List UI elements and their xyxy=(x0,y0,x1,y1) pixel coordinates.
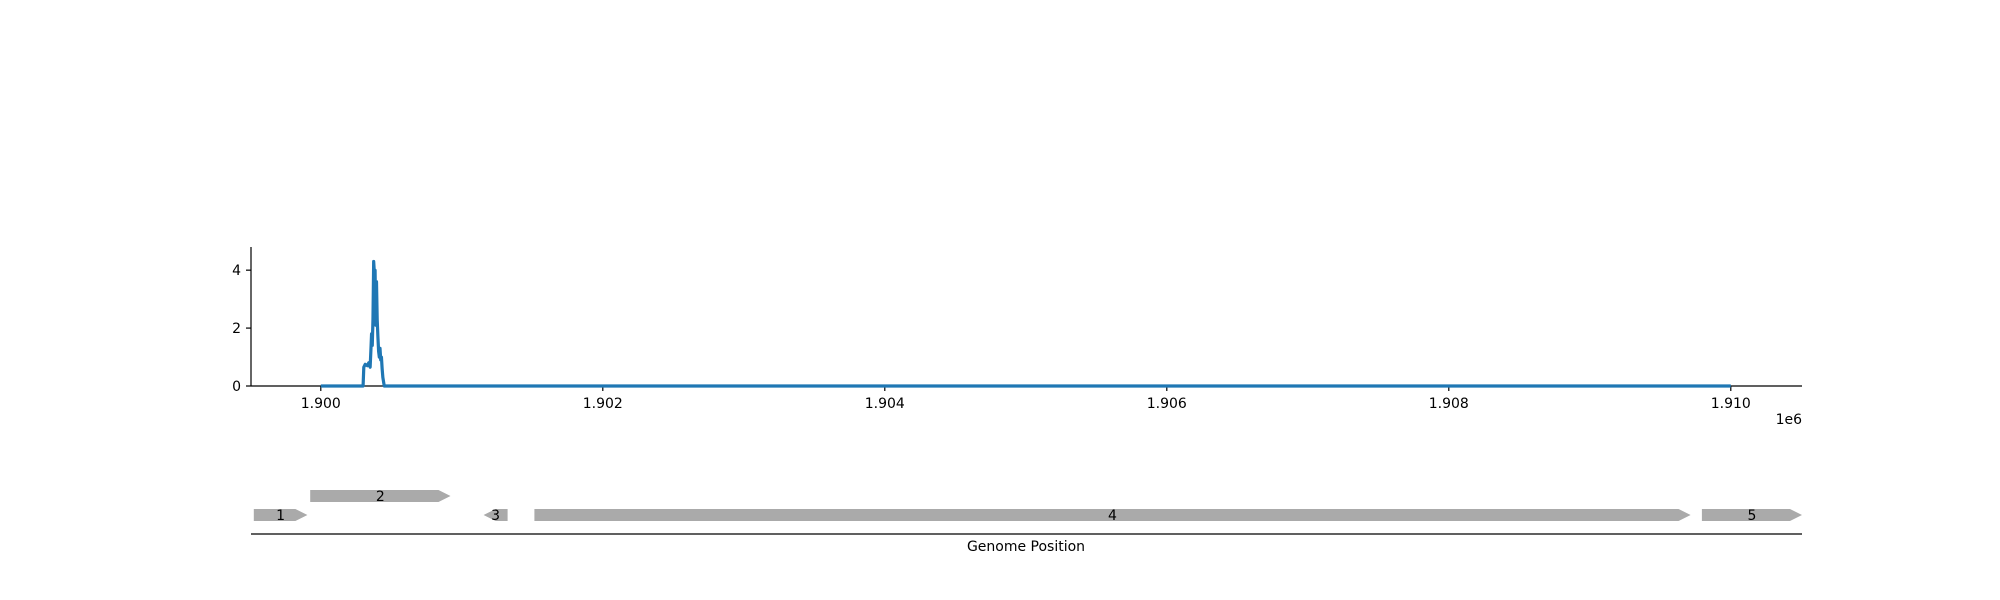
y-tick-label: 4 xyxy=(232,263,241,279)
y-ticks: 0 2 4 xyxy=(232,263,251,395)
gene-label: 1 xyxy=(276,508,285,524)
gene-label: 3 xyxy=(491,508,500,524)
gene-label: 2 xyxy=(376,489,385,505)
x-offset-label: 1e6 xyxy=(1776,412,1803,428)
gene-3: 3 xyxy=(483,508,508,524)
gene-label: 5 xyxy=(1747,508,1756,524)
x-tick-label: 1.906 xyxy=(1147,396,1187,412)
gene-1: 1 xyxy=(253,508,308,524)
x-tick-label: 1.910 xyxy=(1711,396,1751,412)
gene-list: 1 2 3 4 5 xyxy=(253,489,1802,524)
x-axis-label: Genome Position xyxy=(967,539,1085,555)
gene-arrow xyxy=(253,509,308,521)
gene-2: 2 xyxy=(310,489,451,505)
y-tick-label: 2 xyxy=(232,321,241,337)
gene-arrow xyxy=(483,509,508,521)
x-ticks: 1.900 1.902 1.904 1.906 1.908 1.910 xyxy=(301,386,1751,412)
x-tick-label: 1.908 xyxy=(1429,396,1469,412)
gene-arrow xyxy=(534,509,1691,521)
gene-track: 1 2 3 4 5 Genome Position xyxy=(251,489,1802,555)
x-tick-label: 1.902 xyxy=(583,396,623,412)
coverage-series-line xyxy=(320,259,1731,388)
gene-4: 4 xyxy=(534,508,1691,524)
gene-label: 4 xyxy=(1108,508,1117,524)
gene-5: 5 xyxy=(1701,508,1802,524)
gene-arrow xyxy=(310,490,451,502)
x-tick-label: 1.900 xyxy=(301,396,341,412)
y-tick-label: 0 xyxy=(232,379,241,395)
gene-arrow xyxy=(1701,509,1802,521)
coverage-plot: 0 2 4 1.900 1.902 1.904 1.906 1.908 1.910 1e6 xyxy=(232,247,1802,428)
x-tick-label: 1.904 xyxy=(865,396,905,412)
